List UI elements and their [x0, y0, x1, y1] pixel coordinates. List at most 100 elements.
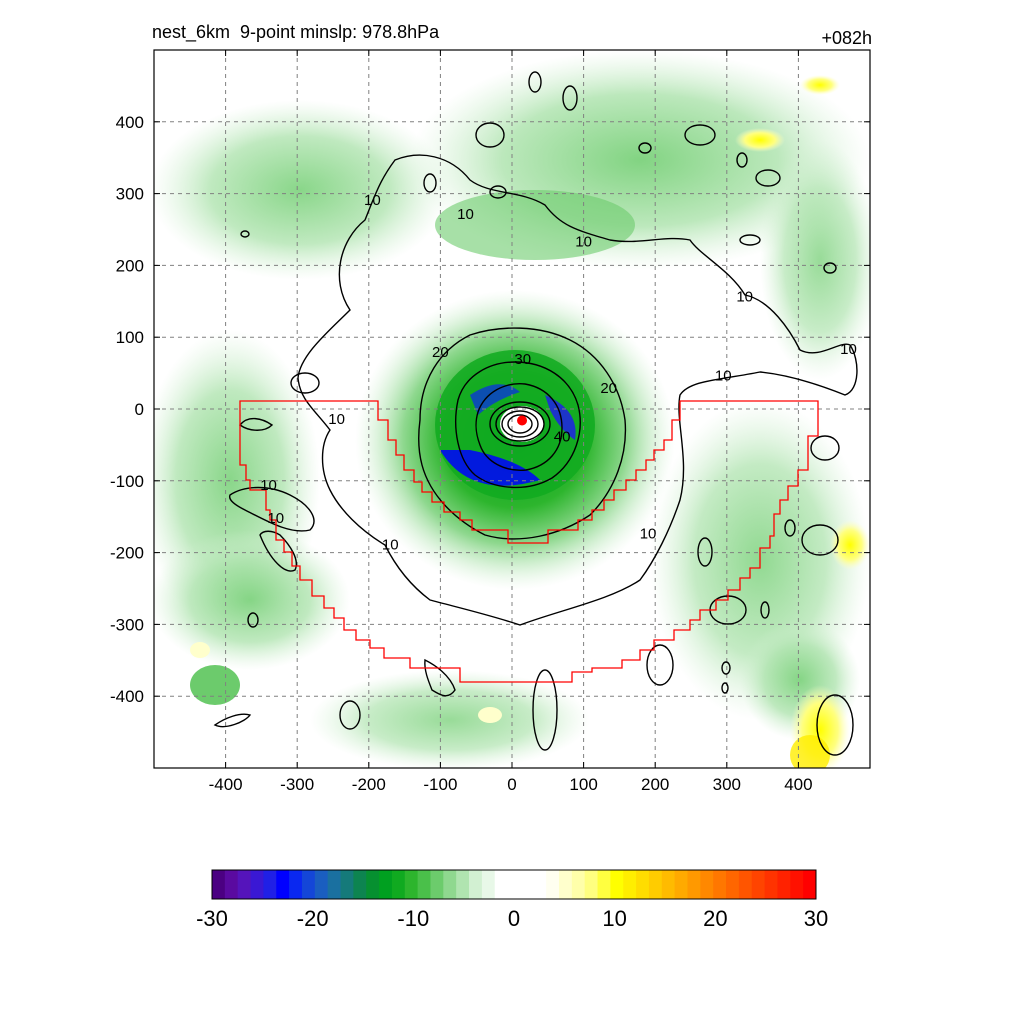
- y-tick-label-8: -400: [110, 687, 144, 706]
- colorbar-swatch-17: [430, 870, 444, 899]
- y-tick-label-4: 0: [135, 400, 144, 419]
- colorbar-label-6: 30: [804, 906, 828, 931]
- colorbar-swatch-4: [263, 870, 277, 899]
- colorbar-swatch-21: [481, 870, 496, 899]
- contour-10-outer: [297, 154, 858, 626]
- colorbar-swatch-16: [417, 870, 431, 899]
- contour-label-6: 10: [328, 411, 345, 428]
- red-boundary: [239, 400, 819, 683]
- shaded-field: [154, 50, 870, 768]
- colorbar-swatch-5: [276, 870, 290, 899]
- colorbar-label-5: 20: [703, 906, 727, 931]
- colorbar-swatch-33: [636, 870, 650, 899]
- y-axis: 400 300 200 100 0 -100 -200 -300 -400: [110, 113, 870, 706]
- colorbar-labels: -30 -20 -10 0 10 20 30: [196, 906, 828, 931]
- contour-lines: [213, 71, 858, 756]
- contour-label-0: 10: [364, 192, 381, 209]
- x-tick-label-1: -300: [280, 775, 314, 794]
- colorbar-swatch-37: [687, 870, 701, 899]
- colorbar-swatch-23: [507, 870, 521, 899]
- colorbar-swatch-15: [404, 870, 419, 899]
- x-tick-label-2: -200: [352, 775, 386, 794]
- y-tick-label-2: 200: [116, 256, 144, 275]
- x-tick-label-7: 300: [713, 775, 741, 794]
- colorbar-swatch-35: [661, 870, 676, 899]
- colorbar-swatch-32: [623, 870, 637, 899]
- colorbar-swatch-41: [738, 870, 753, 899]
- colorbar-swatch-34: [648, 870, 663, 899]
- colorbar-swatch-29: [584, 870, 599, 899]
- colorbar-label-0: -30: [196, 906, 228, 931]
- colorbar-swatch-1: [224, 870, 239, 899]
- colorbar-label-1: -20: [297, 906, 329, 931]
- contour-30: [455, 361, 581, 489]
- colorbar-label-4: 10: [602, 906, 626, 931]
- x-axis: -400 -300 -200 -100 0 100 200 300 400: [209, 50, 813, 794]
- colorbar-swatch-31: [610, 870, 624, 899]
- y-tick-label-5: -100: [110, 472, 144, 491]
- contour-20: [417, 327, 627, 540]
- contour-label-10: 10: [640, 526, 657, 543]
- colorbar-swatch-7: [301, 870, 316, 899]
- colorbar-swatch-42: [751, 870, 766, 899]
- y-tick-label-1: 300: [116, 185, 144, 204]
- y-tick-label-3: 100: [116, 328, 144, 347]
- y-tick-label-6: -200: [110, 544, 144, 563]
- colorbar-swatch-46: [803, 870, 817, 899]
- colorbar-swatch-0: [212, 870, 226, 899]
- x-tick-label-4: 0: [507, 775, 516, 794]
- colorbar-swatch-10: [340, 870, 354, 899]
- contour-label-9: 10: [382, 536, 399, 553]
- colorbar-swatch-25: [533, 870, 547, 899]
- colorbar-swatch-6: [289, 870, 303, 899]
- colorbar-swatch-40: [726, 870, 740, 899]
- colorbar-swatch-2: [237, 870, 252, 899]
- colorbar-swatch-30: [597, 870, 611, 899]
- colorbar-swatch-13: [379, 870, 393, 899]
- contour-label-2: 10: [575, 233, 592, 250]
- contour-label-4: 10: [840, 341, 857, 358]
- forecast-hour: +082h: [821, 28, 872, 48]
- colorbar-swatch-20: [469, 870, 483, 899]
- colorbar-swatch-38: [700, 870, 714, 899]
- contour-labels: 10 10 10 10 10 10 10 10 10 10 10 20 30 20 40: [260, 192, 857, 554]
- contour-40: [475, 383, 563, 471]
- contour-label-1: 10: [457, 206, 474, 223]
- colorbar-swatch-39: [713, 870, 727, 899]
- contour-label-3: 10: [736, 289, 753, 306]
- colorbar: [211, 869, 817, 900]
- colorbar-swatch-27: [558, 870, 573, 899]
- colorbar-frame: [211, 869, 817, 900]
- contour-label-5: 10: [715, 368, 732, 385]
- colorbar-swatch-12: [366, 870, 380, 899]
- colorbar-swatch-9: [327, 870, 342, 899]
- x-tick-label-8: 400: [784, 775, 812, 794]
- colorbar-swatch-24: [520, 870, 534, 899]
- colorbar-swatch-19: [456, 870, 470, 899]
- colorbar-swatch-22: [494, 870, 509, 899]
- contour-label-14: 40: [554, 429, 571, 446]
- colorbar-swatch-36: [674, 870, 688, 899]
- x-tick-label-0: -400: [209, 775, 243, 794]
- colorbar-swatch-3: [250, 870, 264, 899]
- contour-label-13: 20: [600, 380, 617, 397]
- y-tick-label-0: 400: [116, 113, 144, 132]
- colorbar-swatch-28: [571, 870, 586, 899]
- colorbar-swatch-8: [314, 870, 329, 899]
- contour-label-8: 10: [267, 510, 284, 527]
- y-tick-label-7: -300: [110, 615, 144, 634]
- colorbar-swatch-18: [443, 870, 457, 899]
- colorbar-swatch-14: [391, 870, 406, 899]
- x-tick-label-5: 100: [569, 775, 597, 794]
- colorbar-swatch-44: [777, 870, 791, 899]
- storm-center-marker: [517, 415, 528, 426]
- contour-label-11: 20: [432, 344, 449, 361]
- x-tick-label-6: 200: [641, 775, 669, 794]
- x-tick-label-3: -100: [423, 775, 457, 794]
- plot-title: nest_6km 9-point minslp: 978.8hPa: [152, 22, 440, 42]
- colorbar-swatch-26: [546, 870, 560, 899]
- colorbar-swatch-45: [790, 870, 804, 899]
- colorbar-label-2: -10: [397, 906, 429, 931]
- contour-label-7: 10: [260, 477, 277, 494]
